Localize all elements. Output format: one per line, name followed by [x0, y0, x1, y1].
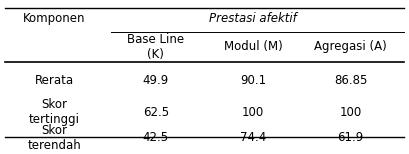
Text: Base Line
(K): Base Line (K)	[127, 33, 184, 61]
Text: Rerata: Rerata	[35, 74, 74, 87]
Text: Modul (M): Modul (M)	[224, 40, 283, 53]
Text: Skor
tertinggi: Skor tertinggi	[29, 98, 80, 126]
Text: 61.9: 61.9	[337, 131, 364, 144]
Text: 90.1: 90.1	[240, 74, 266, 87]
Text: 100: 100	[339, 106, 362, 119]
Text: 86.85: 86.85	[334, 74, 367, 87]
Text: Komponen: Komponen	[23, 12, 85, 25]
Text: 62.5: 62.5	[143, 106, 169, 119]
Text: Skor
terendah: Skor terendah	[27, 124, 81, 152]
Text: Agregasi (A): Agregasi (A)	[315, 40, 387, 53]
Text: 49.9: 49.9	[143, 74, 169, 87]
Text: 100: 100	[242, 106, 264, 119]
Text: 42.5: 42.5	[143, 131, 169, 144]
Text: 74.4: 74.4	[240, 131, 266, 144]
Text: Prestasi afektif: Prestasi afektif	[209, 12, 297, 25]
